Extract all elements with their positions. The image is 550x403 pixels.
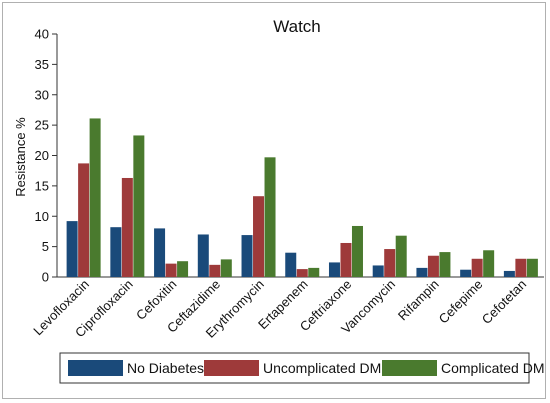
legend-swatch	[204, 360, 259, 376]
bar	[133, 135, 145, 277]
legend-swatch	[382, 360, 437, 376]
bar	[351, 225, 363, 277]
bar	[241, 235, 253, 277]
bar	[78, 163, 90, 277]
bar	[308, 267, 320, 277]
bars	[66, 118, 538, 277]
x-tick-label: Cefotetan	[479, 277, 529, 327]
legend: No Diabetes Uncomplicated DM Complicated D…	[59, 352, 544, 384]
bar	[89, 118, 101, 277]
bar	[177, 261, 189, 277]
bar	[253, 196, 265, 277]
bar-chart: Watch Resistance % 0 5 10 15 20 25 30 35 40 Levo…	[13, 17, 544, 384]
y-tick-label: 35	[35, 57, 49, 72]
legend-swatch	[68, 360, 123, 376]
chart-title: Watch	[273, 17, 321, 36]
bar	[384, 249, 396, 277]
y-tick-label: 20	[35, 148, 49, 163]
x-tick-label: Cefepime	[436, 277, 486, 327]
y-tick-label: 40	[35, 27, 49, 42]
bar	[285, 252, 297, 277]
bar	[460, 269, 472, 277]
legend-label: No Diabetes	[127, 360, 204, 376]
y-tick-label: 0	[42, 270, 49, 285]
bar	[66, 221, 78, 277]
bar	[165, 263, 177, 277]
bar	[220, 259, 232, 277]
y-tick-label: 25	[35, 118, 49, 133]
bar	[209, 264, 221, 277]
y-tick-label: 30	[35, 87, 49, 102]
bar	[483, 250, 495, 277]
y-axis-ticks: 0 5 10 15 20 25 30 35 40	[35, 27, 57, 285]
bar	[296, 269, 308, 277]
bar	[110, 227, 122, 277]
bar	[372, 265, 384, 277]
bar	[471, 258, 483, 277]
chart-frame: Watch Resistance % 0 5 10 15 20 25 30 35 40 Levo…	[2, 2, 546, 399]
y-tick-label: 10	[35, 209, 49, 224]
bar	[328, 262, 340, 277]
bar	[439, 252, 451, 277]
bar	[526, 258, 538, 277]
bar	[515, 258, 527, 277]
legend-label: Complicated DM	[441, 360, 544, 376]
bar	[197, 234, 209, 277]
legend-label: Uncomplicated DM	[263, 360, 381, 376]
y-tick-label: 15	[35, 178, 49, 193]
legend-box	[59, 352, 530, 384]
bar	[416, 267, 428, 277]
bar	[121, 177, 133, 277]
bar	[395, 235, 407, 277]
bar	[264, 157, 276, 277]
bar	[427, 255, 439, 277]
y-tick-label: 5	[42, 239, 49, 254]
x-axis-tick-labels: LevofloxacinCiprofloxacinCefoxitinCeftaz…	[30, 277, 529, 341]
bar	[503, 270, 515, 277]
bar	[154, 228, 166, 277]
bar	[340, 242, 352, 277]
y-axis-title: Resistance %	[13, 117, 28, 197]
